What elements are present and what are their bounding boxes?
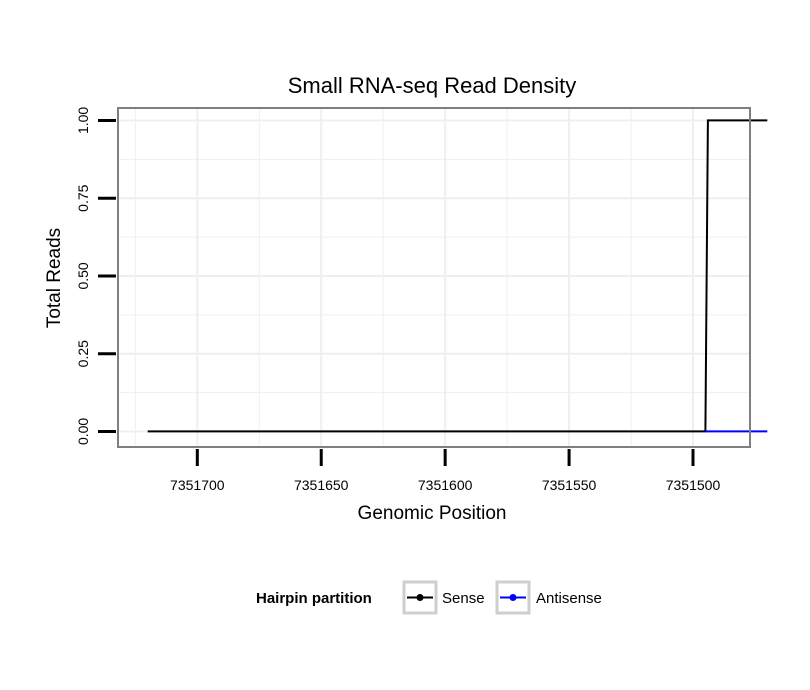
legend-key-point	[509, 594, 517, 601]
legend-title: Hairpin partition	[256, 590, 372, 607]
x-tick-label: 7351700	[170, 477, 225, 493]
x-tick-label: 7351600	[418, 477, 473, 493]
x-tick-label: 7351550	[542, 477, 597, 493]
y-tick-label: 0.50	[75, 262, 91, 289]
x-tick-label: 7351650	[294, 477, 349, 493]
grid-lines	[118, 108, 750, 447]
legend-item-sense: Sense	[402, 580, 485, 615]
legend-label: Antisense	[536, 590, 602, 607]
plot-panel	[117, 107, 751, 448]
legend-item-antisense: Antisense	[495, 580, 602, 615]
x-tick-label: 7351500	[666, 477, 721, 493]
series-line-sense	[147, 119, 768, 433]
legend: Hairpin partition Sense Antisense	[256, 580, 602, 615]
legend-key-point	[416, 594, 424, 601]
x-axis-title: Genomic Position	[358, 503, 507, 524]
y-tick-label: 1.00	[75, 107, 91, 134]
y-tick-label: 0.75	[75, 184, 91, 211]
y-tick-label: 0.00	[75, 418, 91, 445]
legend-label: Sense	[442, 590, 485, 607]
x-axis: 7351700 7351650 7351600 7351550 7351500	[170, 449, 720, 493]
y-tick-label: 0.25	[75, 340, 91, 367]
y-axis: 0.00 0.25 0.50 0.75 1.00	[75, 107, 116, 445]
series-layer	[147, 119, 768, 433]
y-axis-title: Total Reads	[44, 228, 65, 328]
chart-title: Small RNA-seq Read Density	[288, 73, 577, 98]
